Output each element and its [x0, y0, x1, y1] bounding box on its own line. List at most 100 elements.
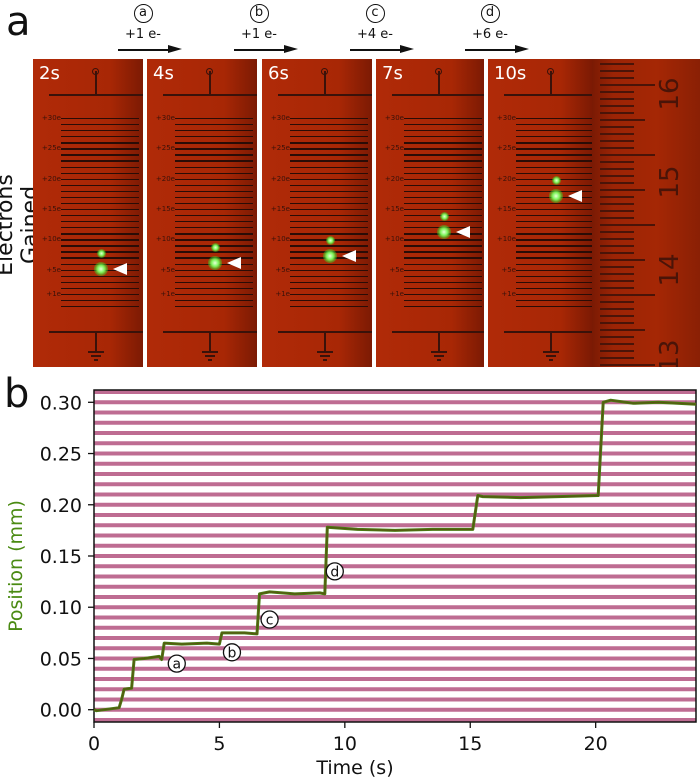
scale-line	[404, 130, 482, 132]
scale-line	[175, 178, 253, 180]
scale-line	[516, 233, 592, 235]
arrowhead-pointer-icon	[342, 250, 356, 263]
ruler-tick	[600, 273, 634, 275]
annotation-label: c	[266, 613, 274, 629]
scale-line	[516, 142, 592, 144]
ground-icon	[202, 351, 218, 353]
panel-b-letter: b	[4, 371, 30, 417]
ground-icon	[543, 351, 559, 353]
ruler-tick	[600, 350, 634, 352]
charge-scale: +30e +25e +20e +15e +10e +5e +1e	[42, 115, 139, 308]
arrow-right-icon	[330, 44, 420, 54]
ruler-tick	[600, 329, 645, 331]
scale-line	[516, 154, 592, 156]
ruler-tick	[600, 140, 634, 142]
ground-icon	[91, 355, 101, 357]
scale-line	[516, 166, 592, 168]
scale-line	[175, 172, 253, 174]
y-tick-label: 0.15	[40, 546, 82, 568]
scale-line	[290, 148, 368, 150]
scale-label: +10e	[384, 235, 404, 244]
scale-line	[290, 306, 368, 308]
scale-label: +10e	[270, 235, 290, 244]
scale-label: +5e	[160, 265, 175, 274]
scale-line	[516, 227, 592, 229]
scale-line	[516, 263, 592, 265]
ruler-tick	[600, 77, 634, 79]
x-tick-label: 5	[213, 733, 225, 755]
arrow-right-icon	[445, 44, 535, 54]
ruler-tick	[600, 119, 645, 121]
ruler-number: 16	[655, 77, 685, 111]
scale-line	[516, 160, 592, 162]
scale-line	[290, 136, 368, 138]
frame-time-label: 4s	[153, 63, 174, 84]
ground-stem	[324, 332, 326, 352]
ruler-tick	[600, 245, 634, 247]
scale-line	[516, 148, 592, 150]
scale-line	[175, 184, 253, 186]
arrow-right-icon	[98, 44, 188, 54]
scale-line	[175, 196, 253, 199]
scale-line	[404, 221, 482, 223]
step-annotation: a +1 e-	[98, 1, 188, 54]
electrode-stem	[95, 71, 97, 95]
position-trace-core	[93, 399, 697, 712]
top-electrode	[278, 94, 372, 96]
ground-icon	[317, 351, 333, 353]
particle-spot	[323, 249, 337, 264]
scale-label: +25e	[384, 144, 404, 153]
scale-label: +25e	[155, 144, 175, 153]
y-tick-label: 0.10	[40, 597, 82, 619]
image-frame: 10s +30e +25e +20e +15e +10e +5e +1e	[488, 59, 592, 367]
scale-label: +15e	[270, 204, 290, 213]
scale-line	[175, 293, 253, 296]
scale-label: +20e	[270, 174, 290, 183]
particle-spot	[552, 175, 561, 185]
scale-label: +5e	[389, 265, 404, 274]
scale-line	[516, 172, 592, 174]
scale-line	[516, 287, 592, 290]
scale-line	[404, 263, 482, 265]
scale-line	[404, 178, 482, 180]
scale-line	[175, 118, 253, 120]
ruler-tick	[600, 175, 634, 177]
y-tick-label: 0.05	[40, 648, 82, 670]
scale-line	[404, 148, 482, 150]
step-label: +1 e-	[241, 27, 277, 42]
scale-line	[61, 257, 139, 259]
scale-line	[290, 208, 368, 211]
scale-label: +20e	[384, 174, 404, 183]
ruler-tick	[600, 168, 634, 170]
scale-line	[404, 124, 482, 126]
scale-line	[61, 178, 139, 180]
scale-line	[404, 251, 482, 253]
scale-line	[404, 184, 482, 186]
scale-line	[290, 124, 368, 126]
ruler-tick	[600, 301, 634, 303]
top-electrode	[392, 94, 484, 96]
ruler-tick	[600, 217, 634, 219]
scale-line	[516, 281, 592, 284]
charge-scale: +30e +25e +20e +15e +10e +5e +1e	[497, 115, 592, 308]
scale-line	[404, 172, 482, 174]
scale-label: +5e	[275, 265, 290, 274]
scale-line	[175, 136, 253, 138]
frame-time-label: 10s	[494, 63, 527, 84]
ruler-tick	[600, 133, 634, 135]
scale-line	[175, 227, 253, 229]
ruler-number: 15	[655, 165, 685, 199]
step-annotation: d +6 e-	[445, 1, 535, 54]
scale-label: +10e	[155, 235, 175, 244]
charge-scale: +30e +25e +20e +15e +10e +5e +1e	[385, 115, 482, 308]
scale-line	[404, 166, 482, 168]
scale-line	[290, 293, 368, 296]
annotation-marker	[167, 654, 186, 673]
scale-label: +10e	[496, 235, 516, 244]
ruler-tick	[600, 196, 634, 198]
scale-label: +25e	[496, 144, 516, 153]
scale-line	[516, 293, 592, 296]
scale-line	[61, 239, 139, 241]
ruler-tick	[600, 91, 634, 93]
scale-line	[61, 166, 139, 168]
